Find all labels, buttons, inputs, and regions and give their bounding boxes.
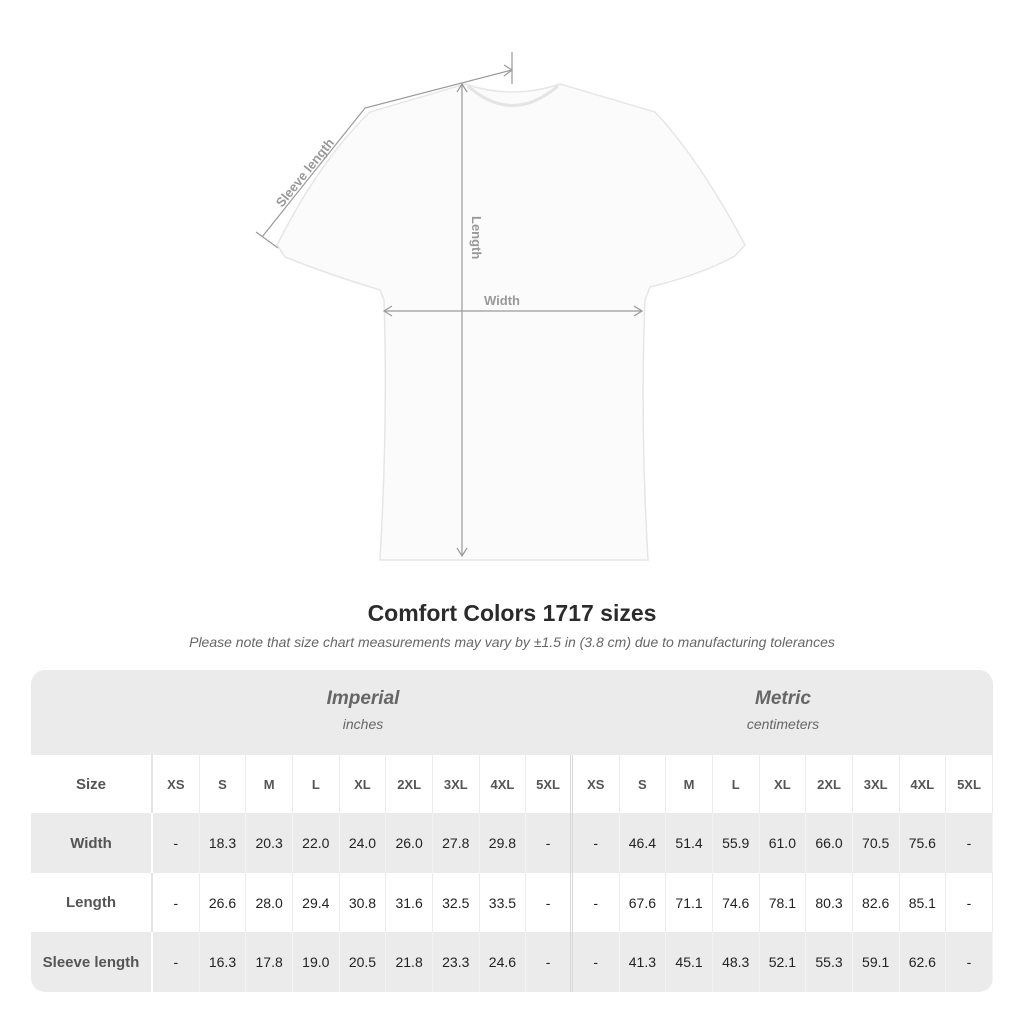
- table-row: Length -26.6 28.0 29.4 30.8 31.6 32.5 33.5- -67.…: [31, 873, 993, 932]
- imperial-cell: 2XL: [386, 755, 433, 813]
- row-label: Sleeve length: [31, 932, 153, 992]
- tshirt-image: [276, 83, 746, 561]
- tshirt-diagram: Sleeve length Length Width: [255, 52, 746, 561]
- imperial-header: Imperial inches: [153, 670, 573, 755]
- imperial-cell: XS: [153, 755, 200, 813]
- metric-cell: 67.6: [620, 873, 667, 932]
- imperial-cell: 26.0: [386, 813, 433, 873]
- metric-cell: 62.6: [900, 932, 947, 992]
- metric-cell: 46.4: [620, 813, 667, 873]
- table-row: Width -18.3 20.3 22.0 24.0 26.0 27.8 29.8- -46.4…: [31, 813, 993, 873]
- metric-cell: 52.1: [760, 932, 807, 992]
- imperial-cell: L: [293, 755, 340, 813]
- imperial-cell: M: [246, 755, 293, 813]
- imperial-cell: 27.8: [433, 813, 480, 873]
- imperial-cell: 20.3: [246, 813, 293, 873]
- metric-cell: 80.3: [806, 873, 853, 932]
- imperial-cell: 21.8: [386, 932, 433, 992]
- imperial-cell: 28.0: [246, 873, 293, 932]
- metric-cell: 5XL: [946, 755, 993, 813]
- imperial-cell: 24.0: [340, 813, 387, 873]
- metric-cell: 59.1: [853, 932, 900, 992]
- row-label: Width: [31, 813, 153, 873]
- metric-cell: 85.1: [900, 873, 947, 932]
- metric-cell: -: [573, 873, 620, 932]
- size-header-row: Size XS S M L XL 2XL 3XL 4XL 5XL XS S M L XL 2XL 3XL 4XL 5…: [31, 755, 993, 813]
- imperial-cell: 32.5: [433, 873, 480, 932]
- imperial-cell: 29.4: [293, 873, 340, 932]
- metric-cell: -: [573, 813, 620, 873]
- metric-cell: 61.0: [760, 813, 807, 873]
- length-label: Length: [469, 216, 484, 259]
- metric-cell: XL: [760, 755, 807, 813]
- imperial-cell: 18.3: [200, 813, 247, 873]
- imperial-unit: inches: [342, 716, 384, 732]
- metric-cell: 4XL: [900, 755, 947, 813]
- metric-cell: S: [620, 755, 667, 813]
- imperial-cell: -: [526, 813, 573, 873]
- metric-cell: 75.6: [900, 813, 947, 873]
- metric-cell: 2XL: [806, 755, 853, 813]
- imperial-cell: 16.3: [200, 932, 247, 992]
- imperial-cell: 33.5: [480, 873, 527, 932]
- size-table: Imperial inches Metric centimeters Size X…: [31, 670, 993, 992]
- metric-cell: 55.9: [713, 813, 760, 873]
- imperial-cell: 19.0: [293, 932, 340, 992]
- imperial-cell: -: [526, 873, 573, 932]
- imperial-cell: 17.8: [246, 932, 293, 992]
- metric-unit: centimeters: [746, 716, 820, 732]
- metric-cell: 74.6: [713, 873, 760, 932]
- metric-cell: 45.1: [666, 932, 713, 992]
- metric-cell: 70.5: [853, 813, 900, 873]
- metric-cell: -: [946, 873, 993, 932]
- imperial-cell: 23.3: [433, 932, 480, 992]
- metric-cell: -: [573, 932, 620, 992]
- metric-cell: 82.6: [853, 873, 900, 932]
- page-title: Comfort Colors 1717 sizes: [367, 600, 657, 626]
- tolerance-note: Please note that size chart measurements…: [189, 634, 835, 650]
- table-row: Sleeve length -16.3 17.8 19.0 20.5 21.8 23.3 24…: [31, 932, 993, 992]
- imperial-cell: 3XL: [433, 755, 480, 813]
- metric-cell: 55.3: [806, 932, 853, 992]
- imperial-label: Imperial: [326, 688, 400, 709]
- metric-cell: L: [713, 755, 760, 813]
- imperial-cell: S: [200, 755, 247, 813]
- imperial-cell: -: [153, 932, 200, 992]
- imperial-cell: 24.6: [480, 932, 527, 992]
- metric-cell: 78.1: [760, 873, 807, 932]
- imperial-cell: -: [153, 813, 200, 873]
- imperial-cell: 22.0: [293, 813, 340, 873]
- imperial-cell: 5XL: [526, 755, 573, 813]
- imperial-cell: 29.8: [480, 813, 527, 873]
- metric-cell: M: [666, 755, 713, 813]
- metric-cell: XS: [573, 755, 620, 813]
- metric-cell: -: [946, 813, 993, 873]
- row-label: Length: [31, 873, 153, 932]
- metric-cell: 66.0: [806, 813, 853, 873]
- metric-cell: 41.3: [620, 932, 667, 992]
- row-label: Size: [31, 755, 153, 813]
- imperial-cell: 26.6: [200, 873, 247, 932]
- metric-cell: 3XL: [853, 755, 900, 813]
- metric-label: Metric: [755, 688, 811, 709]
- imperial-cell: XL: [340, 755, 387, 813]
- sleeve-line: [261, 69, 513, 238]
- imperial-cell: 20.5: [340, 932, 387, 992]
- imperial-cell: 31.6: [386, 873, 433, 932]
- imperial-cell: 4XL: [480, 755, 527, 813]
- imperial-cell: 30.8: [340, 873, 387, 932]
- metric-cell: 71.1: [666, 873, 713, 932]
- imperial-cell: -: [526, 932, 573, 992]
- metric-cell: 51.4: [666, 813, 713, 873]
- width-label: Width: [484, 293, 520, 308]
- metric-header: Metric centimeters: [573, 670, 993, 755]
- metric-cell: -: [946, 932, 993, 992]
- imperial-cell: -: [153, 873, 200, 932]
- metric-cell: 48.3: [713, 932, 760, 992]
